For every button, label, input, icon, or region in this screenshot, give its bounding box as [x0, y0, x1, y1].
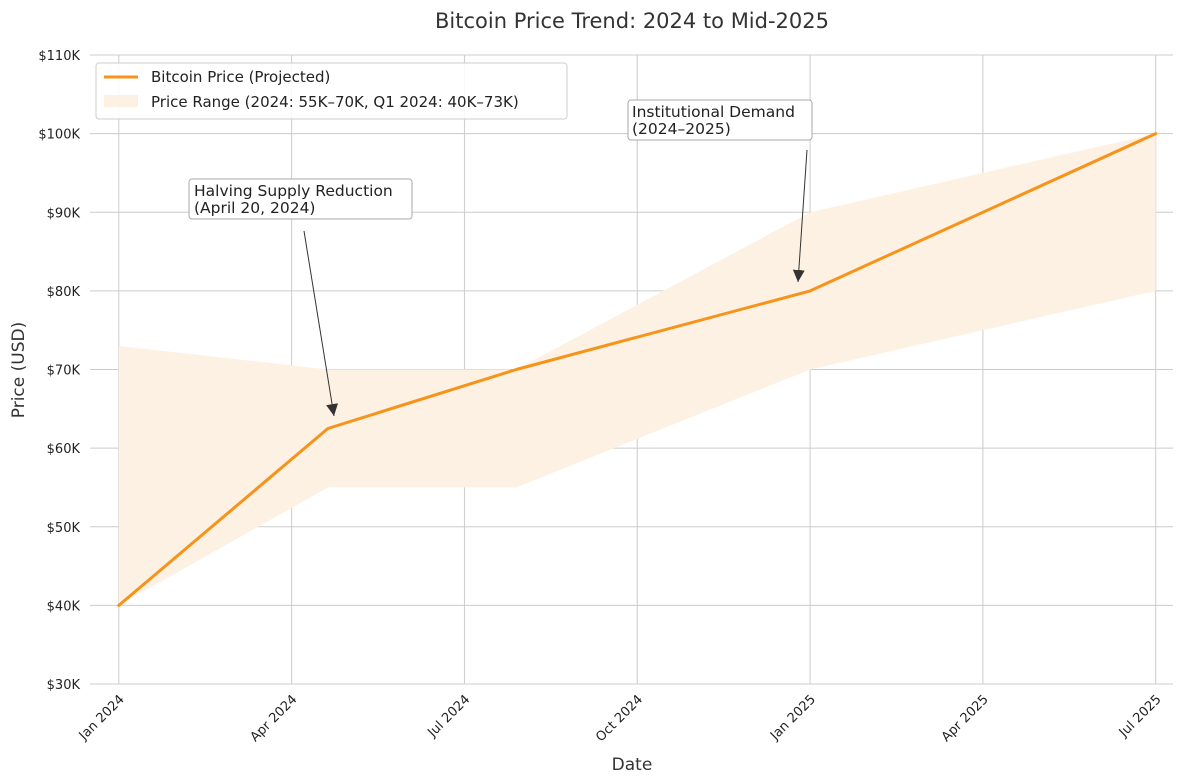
annotation-halving-arrow: [303, 230, 339, 417]
price-line: [117, 132, 1158, 607]
annotation-institutional-arrow: [792, 149, 808, 283]
x-tick-label: Apr 2025: [939, 692, 992, 745]
annotation-halving-line1: Halving Supply Reduction: [194, 182, 393, 200]
annotation-institutional-line1: Institutional Demand: [632, 103, 795, 121]
x-tick-labels: Jan 2024 Apr 2024 Jul 2024 Oct 2024 Jan 2025…: [76, 692, 1165, 745]
legend-line-label: Bitcoin Price (Projected): [151, 68, 330, 86]
x-tick-label: Oct 2024: [593, 692, 646, 745]
legend-band-label: Price Range (2024: 55K–70K, Q1 2024: 40K…: [151, 93, 519, 111]
y-tick-labels: $30K $40K $50K $60K $70K $80K $90K $100K $110K: [38, 49, 80, 693]
y-tick-label: $70K: [47, 364, 81, 379]
x-tick-label: Apr 2024: [248, 692, 301, 745]
y-tick-label: $100K: [38, 128, 80, 143]
annotation-halving-line2: (April 20, 2024): [194, 199, 315, 217]
y-tick-label: $80K: [47, 285, 81, 300]
x-tick-label: Jan 2025: [767, 692, 819, 744]
chart-title: Bitcoin Price Trend: 2024 to Mid-2025: [435, 9, 829, 33]
y-tick-label: $110K: [38, 49, 80, 64]
legend-box: [95, 62, 568, 120]
y-tick-label: $40K: [47, 599, 81, 614]
x-tick-label: Jan 2024: [76, 692, 128, 744]
legend: Bitcoin Price (Projected) Price Range (2…: [95, 62, 568, 120]
price-line-layer: [117, 132, 1158, 607]
annotation-halving-box: [188, 178, 413, 220]
y-tick-label: $50K: [47, 521, 81, 536]
annotation-halving: Halving Supply Reduction (April 20, 2024…: [188, 178, 413, 417]
y-tick-label: $30K: [47, 678, 81, 693]
x-tick-label: Jul 2024: [425, 692, 474, 741]
y-tick-label: $60K: [47, 442, 81, 457]
x-tick-label: Jul 2025: [1116, 692, 1165, 741]
legend-band-swatch: [104, 95, 138, 107]
annotation-institutional-line2: (2024–2025): [632, 120, 731, 138]
y-axis-label: Price (USD): [9, 322, 29, 418]
x-axis-label: Date: [612, 755, 653, 775]
annotation-institutional: Institutional Demand (2024–2025): [627, 99, 813, 283]
annotation-institutional-box: [627, 99, 813, 141]
y-tick-label: $90K: [47, 206, 81, 221]
